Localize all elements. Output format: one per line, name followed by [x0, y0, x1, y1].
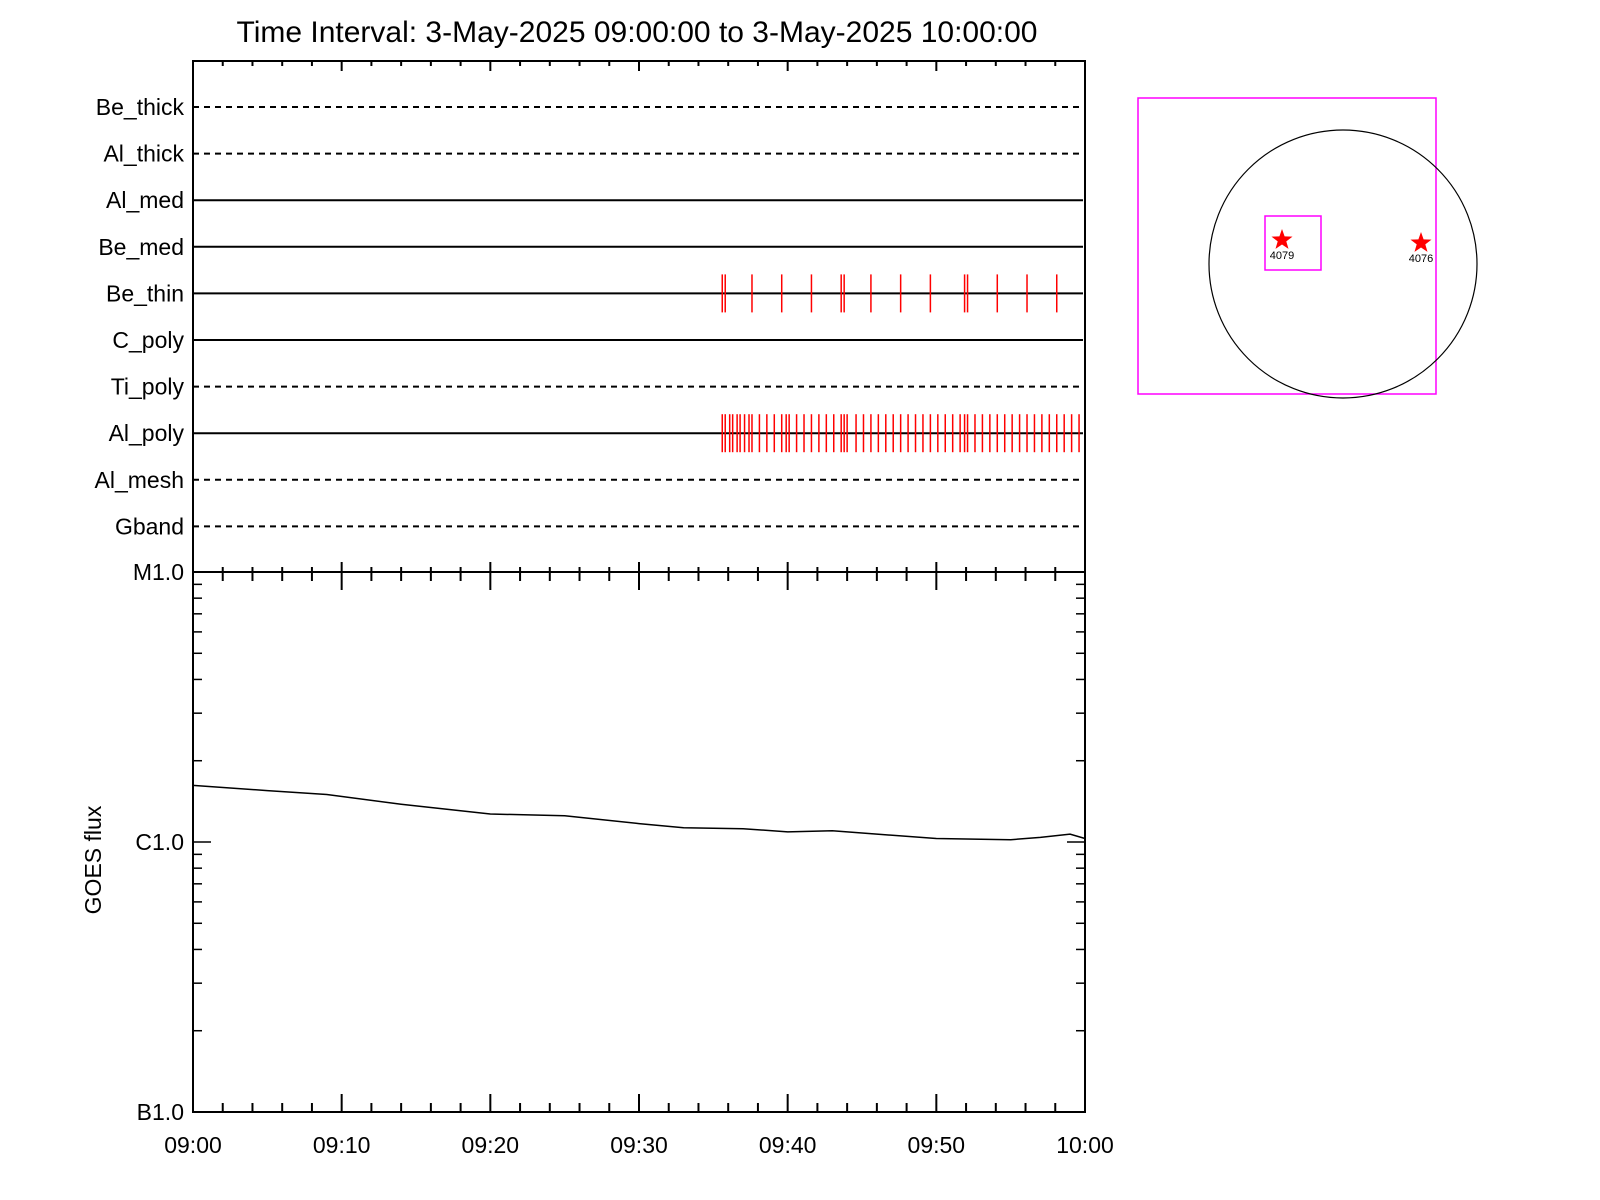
timeline-row-label: Be_thick — [96, 94, 185, 120]
active-region-label: 4079 — [1270, 250, 1294, 262]
goes-x-tick-label: 09:00 — [164, 1132, 222, 1158]
goes-frame — [192, 571, 1086, 1113]
timeline-row-label: Gband — [115, 513, 184, 539]
timeline-row-label: Be_med — [98, 234, 184, 260]
map-pointing-box — [1264, 215, 1322, 271]
goes-x-tick-label: 09:50 — [908, 1132, 966, 1158]
goes-y-axis-label: GOES flux — [80, 805, 106, 914]
timeline-row-label: Al_med — [106, 187, 184, 213]
goes-y-tick-label: B1.0 — [137, 1099, 184, 1125]
timeline-frame — [192, 60, 1086, 573]
goes-y-tick-label: C1.0 — [135, 829, 184, 855]
timeline-row-label: Be_thin — [106, 280, 184, 306]
timeline-row-label: Al_mesh — [95, 467, 184, 493]
goes-x-tick-label: 09:30 — [610, 1132, 668, 1158]
goes-x-tick-label: 09:10 — [313, 1132, 371, 1158]
timeline-row-label: Ti_poly — [111, 374, 185, 400]
solar-disk-map: 4079 4076 — [1137, 97, 1478, 399]
chart-title: Time Interval: 3-May-2025 09:00:00 to 3-… — [236, 16, 1037, 49]
goes-x-tick-label: 10:00 — [1056, 1132, 1114, 1158]
observation-timeline-panel: Be_thick Al_thick Al_med Be_med Be_thin C_pol… — [95, 60, 1086, 573]
goes-x-tick-label: 09:40 — [759, 1132, 817, 1158]
timeline-row-label: Al_thick — [103, 141, 184, 167]
goes-y-tick-label: M1.0 — [133, 559, 184, 585]
active-region-star-icon — [1410, 232, 1432, 252]
timeline-row-label: C_poly — [112, 327, 184, 353]
goes-flux-panel: 09:00 09:10 09:20 09:30 09:40 09:50 10:00 M1.0 C… — [133, 559, 1114, 1158]
active-region-label: 4076 — [1409, 253, 1433, 265]
goes-flux-line — [192, 784, 1086, 841]
active-region-star-icon — [1271, 229, 1293, 249]
goes-x-tick-label: 09:20 — [462, 1132, 520, 1158]
solar-limb-circle — [1208, 129, 1478, 399]
map-field-of-view-box — [1137, 97, 1437, 395]
timeline-row-label: Al_poly — [109, 420, 185, 446]
